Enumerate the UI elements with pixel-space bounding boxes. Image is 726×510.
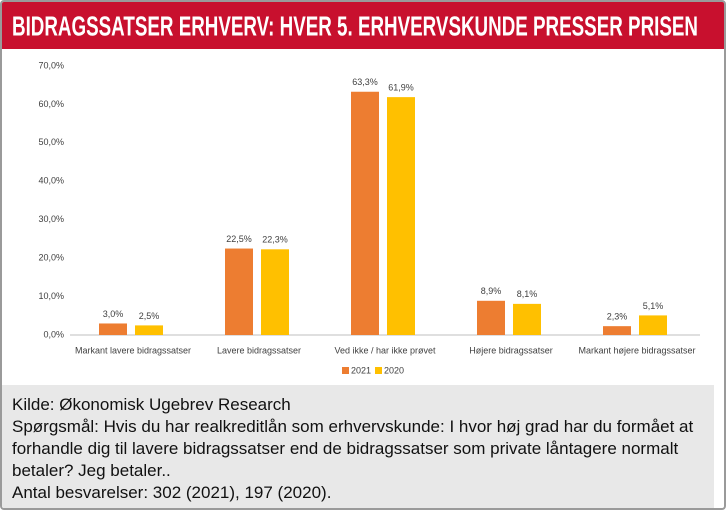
chart: BIDRAGSSATSER ERHVERV: HVER 5. ERHVERVSK… xyxy=(2,2,724,375)
y-tick-label: 30,0% xyxy=(38,214,64,224)
data-label: 2,3% xyxy=(607,312,628,322)
chart-title: BIDRAGSSATSER ERHVERV: HVER 5. ERHVERVSK… xyxy=(12,10,698,41)
bar xyxy=(225,248,253,335)
data-label: 2,5% xyxy=(139,311,160,321)
bar xyxy=(351,91,379,335)
footer: Kilde: Økonomisk Ugebrev Research Spørgs… xyxy=(2,385,714,508)
legend-label: 2021 xyxy=(351,365,371,375)
data-label: 8,9% xyxy=(481,286,502,296)
data-label: 63,3% xyxy=(352,77,378,87)
x-tick-label: Markant lavere bidragssatser xyxy=(75,345,191,355)
y-tick-label: 20,0% xyxy=(38,253,64,263)
y-tick-label: 70,0% xyxy=(38,60,64,70)
source: Kilde: Økonomisk Ugebrev Research xyxy=(12,395,291,414)
bar xyxy=(135,325,163,335)
y-tick-label: 10,0% xyxy=(38,291,64,301)
bar xyxy=(99,323,127,335)
y-tick-label: 0,0% xyxy=(43,329,64,339)
data-label: 8,1% xyxy=(517,289,538,299)
legend-label: 2020 xyxy=(384,365,404,375)
y-tick-label: 40,0% xyxy=(38,176,64,186)
y-tick-label: 50,0% xyxy=(38,137,64,147)
bar xyxy=(513,303,541,335)
x-tick-label: Lavere bidragssatser xyxy=(217,345,301,355)
x-tick-label: Højere bidragssatser xyxy=(469,345,553,355)
responses: Antal besvarelser: 302 (2021), 197 (2020… xyxy=(12,483,332,502)
y-tick-label: 60,0% xyxy=(38,99,64,109)
data-label: 22,5% xyxy=(226,234,252,244)
bar xyxy=(477,300,505,335)
data-label: 22,3% xyxy=(262,235,288,245)
legend-swatch xyxy=(342,367,349,374)
question: Spørgsmål: Hvis du har realkreditlån som… xyxy=(12,417,694,480)
bar xyxy=(387,97,415,336)
bar xyxy=(261,249,289,335)
title-bar xyxy=(2,2,724,49)
legend-swatch xyxy=(375,367,382,374)
data-label: 5,1% xyxy=(643,301,664,311)
data-label: 61,9% xyxy=(388,83,414,93)
bar xyxy=(603,326,631,335)
data-label: 3,0% xyxy=(103,309,124,319)
bar xyxy=(639,315,667,335)
x-tick-label: Ved ikke / har ikke prøvet xyxy=(334,345,436,355)
x-tick-label: Markant højere bidragssatser xyxy=(578,345,695,355)
